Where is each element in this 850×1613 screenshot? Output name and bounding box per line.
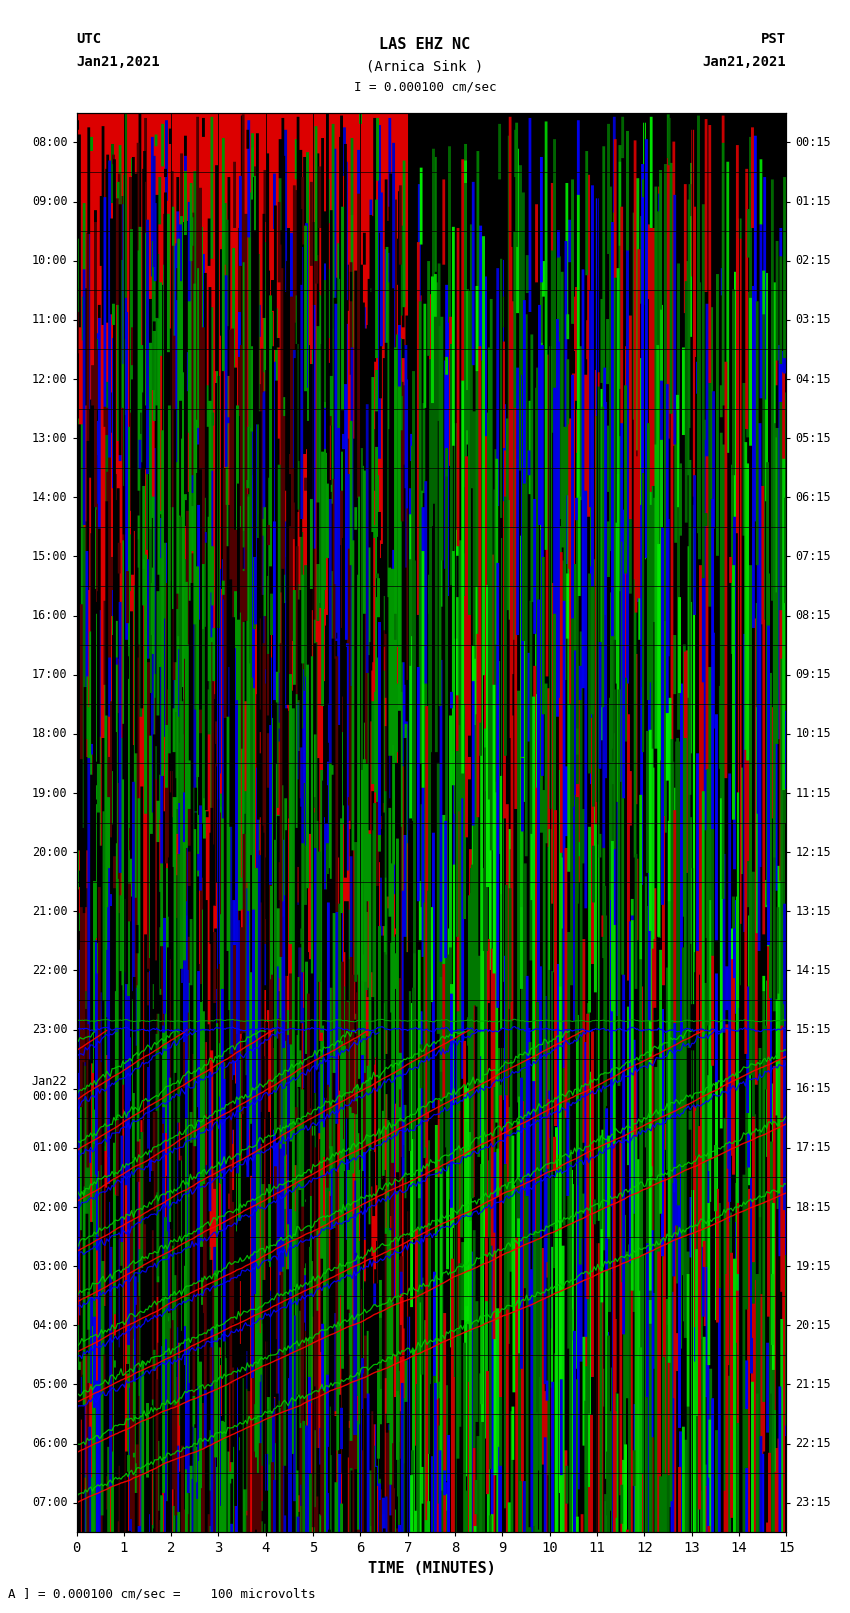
Text: (Arnica Sink ): (Arnica Sink ) bbox=[366, 60, 484, 74]
Text: PST: PST bbox=[761, 32, 786, 47]
Text: Jan21,2021: Jan21,2021 bbox=[76, 55, 161, 69]
Text: LAS EHZ NC: LAS EHZ NC bbox=[379, 37, 471, 52]
Text: Jan21,2021: Jan21,2021 bbox=[702, 55, 786, 69]
Text: I = 0.000100 cm/sec: I = 0.000100 cm/sec bbox=[354, 81, 496, 94]
Text: UTC: UTC bbox=[76, 32, 102, 47]
X-axis label: TIME (MINUTES): TIME (MINUTES) bbox=[367, 1561, 496, 1576]
Text: A ] = 0.000100 cm/sec =    100 microvolts: A ] = 0.000100 cm/sec = 100 microvolts bbox=[8, 1587, 316, 1600]
